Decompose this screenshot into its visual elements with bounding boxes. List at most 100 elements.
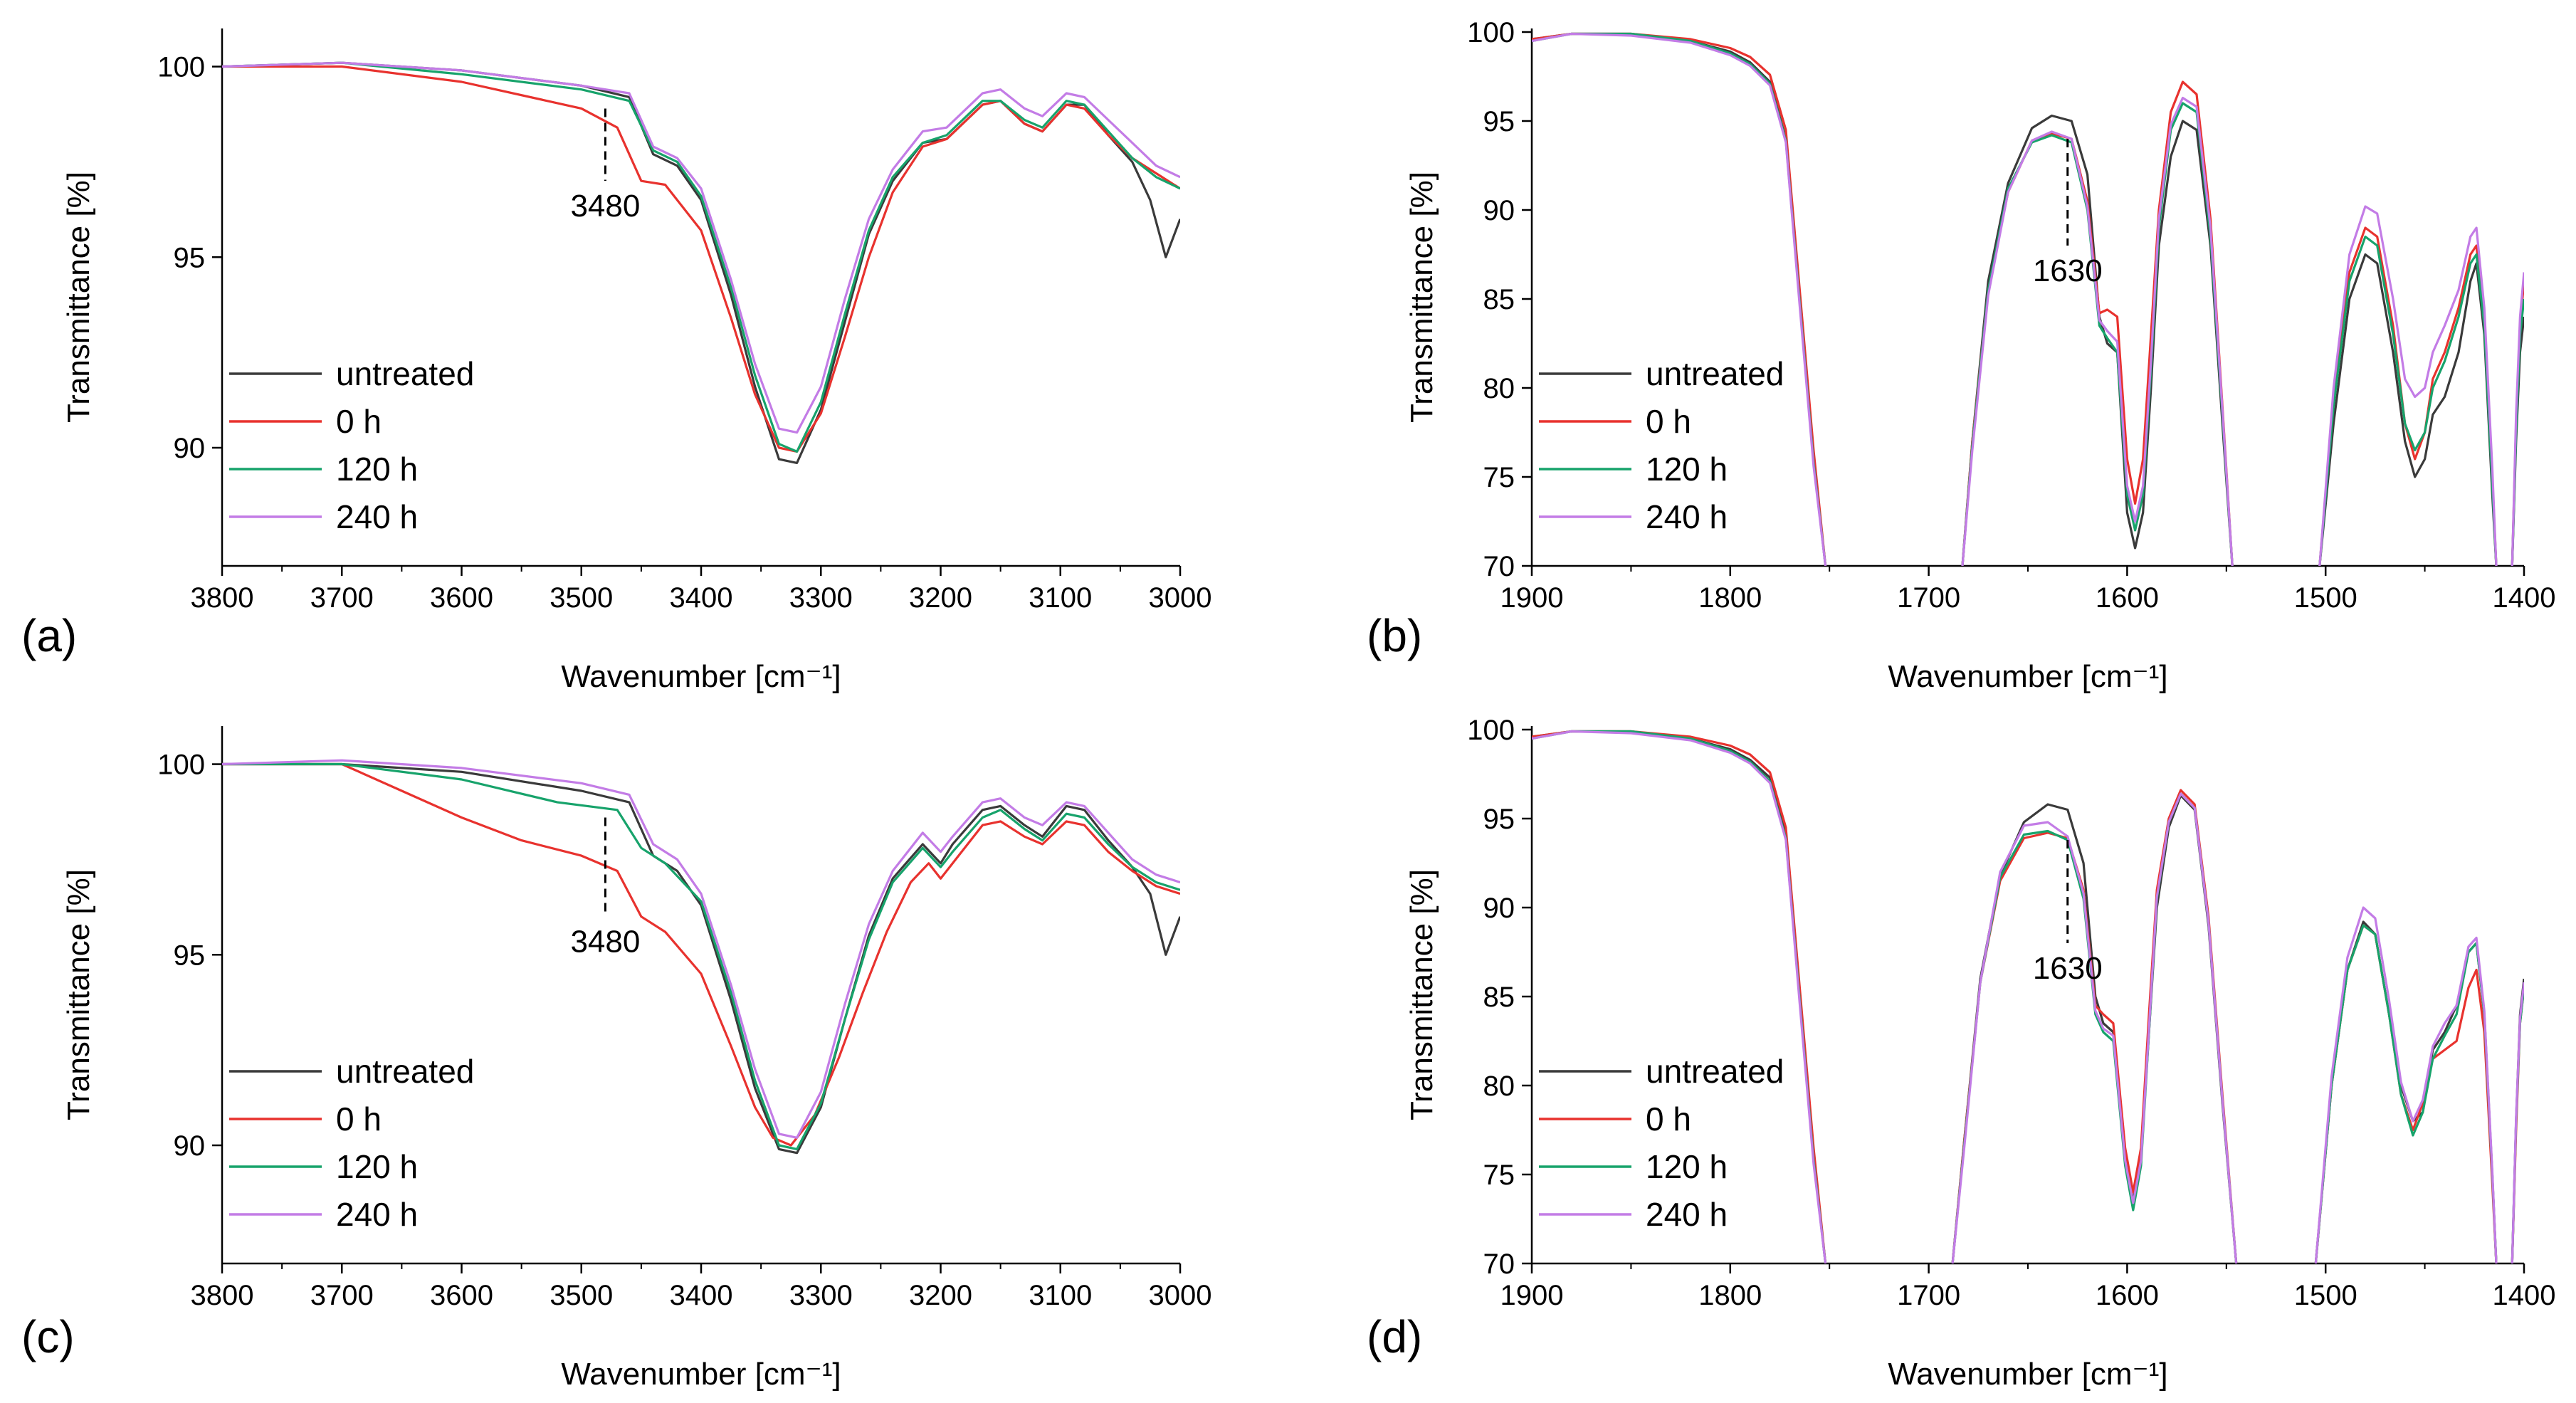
y-tick-label: 95 [174,242,206,273]
x-tick-label: 1600 [2096,1280,2159,1311]
annotation-label: 3480 [570,189,640,224]
x-tick-label: 3400 [670,1280,733,1311]
y-axis-title: Transmittance [%] [1404,869,1439,1120]
x-tick-label: 3800 [191,582,254,614]
y-tick-label: 90 [1483,195,1515,226]
x-tick-label: 1900 [1500,582,1564,614]
plot-area [1532,32,2524,566]
x-axis-title: Wavenumber [cm⁻¹] [561,1357,841,1392]
x-axis-title: Wavenumber [cm⁻¹] [1888,659,2167,694]
x-tick-label: 3000 [1149,1280,1212,1311]
y-tick-label: 100 [1467,17,1515,48]
x-tick-label: 1500 [2294,582,2357,614]
x-axis-title: Wavenumber [cm⁻¹] [1888,1357,2167,1392]
panel-c: 3800 3700 3600 3500 3400 3300 3200 3100 3000 90 95… [21,726,1211,1392]
legend-label: 0 h [1646,403,1691,440]
y-tick-label: 85 [1483,982,1515,1013]
x-tick-label: 1400 [2493,582,2556,614]
x-tick-label: 3000 [1149,582,1212,614]
x-tick-label: 3700 [310,1280,374,1311]
series-line-0h [222,65,1180,453]
legend-label: 120 h [336,451,418,488]
x-axis-title: Wavenumber [cm⁻¹] [561,659,841,694]
x-tick-label: 1900 [1500,1280,1564,1311]
y-tick-label: 70 [1483,1249,1515,1280]
panel-label: (d) [1367,1311,1422,1362]
x-tick-label: 3300 [789,582,853,614]
series-line-0h [1532,32,2524,566]
y-tick-label: 100 [1467,715,1515,746]
y-tick-label: 85 [1483,284,1515,315]
y-tick-label: 90 [174,1130,206,1162]
series-line-0h [1532,730,2524,1263]
x-tick-label: 1800 [1698,582,1762,614]
y-tick-label: 95 [1483,804,1515,835]
legend-label: 120 h [1646,1148,1728,1185]
legend: untreated 0 h 120 h 240 h [229,1053,474,1233]
x-tick-label: 1800 [1698,1280,1762,1311]
panel-a: 3800 3700 3600 3500 3400 3300 3200 3100 3000 90 95… [21,28,1211,694]
y-tick-label: 90 [174,433,206,464]
series-line-120h [222,762,1180,1150]
y-tick-label: 100 [157,52,205,83]
series-line-untreated [222,762,1180,1155]
series-line-120h [222,61,1180,453]
series-line-240h [1532,730,2524,1263]
x-tick-label: 1700 [1897,1280,1960,1311]
x-tick-label: 1700 [1897,582,1960,614]
y-axis-title: Transmittance [%] [1404,172,1439,423]
legend-label: 0 h [336,1100,382,1137]
plot-area [222,759,1180,1155]
x-tick-label: 3200 [909,582,972,614]
legend-label: 120 h [336,1148,418,1185]
legend-label: 240 h [336,1196,418,1233]
panel-b: 1900 1800 1700 1600 1500 1400 70 75 80 85 90 95 100 W… [1367,17,2555,694]
legend-label: untreated [1646,1053,1784,1090]
y-tick-label: 80 [1483,373,1515,404]
x-tick-label: 3700 [310,582,374,614]
x-tick-label: 3600 [430,1280,493,1311]
annotation-label: 3480 [570,925,640,960]
annotation-label: 1630 [2033,253,2103,288]
x-tick-label: 3600 [430,582,493,614]
x-tick-label: 3500 [550,1280,613,1311]
x-tick-label: 3500 [550,582,613,614]
x-tick-label: 3800 [191,1280,254,1311]
x-tick-label: 1600 [2096,582,2159,614]
legend-label: 240 h [1646,498,1728,535]
x-tick-label: 1500 [2294,1280,2357,1311]
x-tick-label: 3100 [1029,1280,1092,1311]
plot-area [1532,730,2524,1263]
plot-area [222,61,1180,464]
y-tick-label: 75 [1483,1160,1515,1191]
panel-label: (b) [1367,610,1422,661]
x-tick-label: 3300 [789,1280,853,1311]
legend-label: 240 h [1646,1196,1728,1233]
legend-label: untreated [1646,355,1784,392]
legend-label: 0 h [1646,1100,1691,1137]
series-line-240h [222,759,1180,1139]
legend-label: 0 h [336,403,382,440]
legend: untreated 0 h 120 h 240 h [1539,355,1784,535]
y-axis-title: Transmittance [%] [61,869,96,1120]
panel-d: 1900 1800 1700 1600 1500 1400 70 75 80 85 90 95 100 W… [1367,715,2555,1392]
x-tick-label: 3400 [670,582,733,614]
x-tick-label: 3100 [1029,582,1092,614]
y-tick-label: 80 [1483,1071,1515,1102]
x-tick-label: 3200 [909,1280,972,1311]
y-tick-label: 95 [1483,106,1515,137]
y-tick-label: 95 [174,940,206,971]
y-axis-title: Transmittance [%] [61,172,96,423]
y-tick-label: 90 [1483,893,1515,924]
legend-label: 120 h [1646,451,1728,488]
legend-label: untreated [336,1053,474,1090]
series-line-0h [222,762,1180,1147]
y-tick-label: 100 [157,750,205,781]
panel-label: (a) [21,610,77,661]
y-tick-label: 75 [1483,462,1515,493]
x-tick-label: 1400 [2493,1280,2556,1311]
annotation-label: 1630 [2033,951,2103,986]
legend-label: untreated [336,355,474,392]
legend-label: 240 h [336,498,418,535]
